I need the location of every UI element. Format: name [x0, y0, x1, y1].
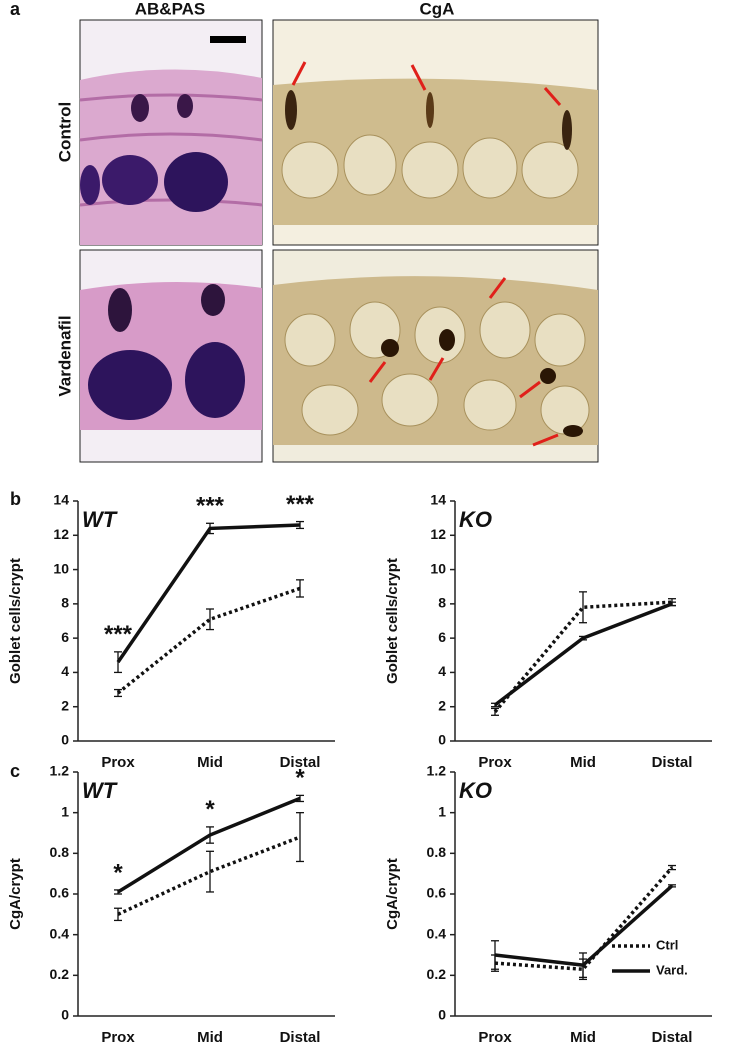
error-bar [114, 889, 122, 895]
y-tick-label: 1 [61, 803, 69, 819]
significance: * [113, 859, 123, 886]
y-tick-label: 0.8 [50, 844, 70, 860]
y-tick-label: 0.4 [427, 925, 447, 941]
error-bar [114, 651, 122, 674]
x-tick-label: Mid [197, 754, 223, 771]
x-tick-label: Distal [652, 1029, 693, 1046]
error-bar [668, 884, 676, 888]
y-tick-label: 14 [53, 492, 69, 508]
micrograph [272, 19, 599, 246]
y-tick-label: 4 [438, 663, 446, 679]
series-line [116, 586, 301, 695]
y-axis-label: Goblet cells/crypt [7, 558, 24, 684]
row-header: Control [55, 102, 74, 162]
significance: * [295, 765, 305, 792]
significance: *** [286, 491, 315, 518]
chart-title: KO [459, 507, 492, 532]
y-tick-label: 1.2 [427, 763, 447, 779]
x-tick-label: Mid [570, 754, 596, 771]
error-bar [491, 702, 499, 708]
significance: * [205, 796, 215, 823]
error-bar [206, 608, 214, 631]
x-tick-label: Prox [478, 1029, 512, 1046]
error-bar [296, 579, 304, 598]
x-tick-label: Distal [652, 754, 693, 771]
x-tick-label: Prox [101, 754, 135, 771]
chart-title: WT [82, 778, 118, 803]
micrograph [79, 249, 263, 463]
y-tick-label: 10 [53, 560, 69, 576]
y-tick-label: 1 [438, 803, 446, 819]
x-tick-label: Distal [280, 754, 321, 771]
significance: *** [104, 621, 133, 648]
y-axis-label: Goblet cells/crypt [384, 558, 401, 684]
micrograph [272, 249, 599, 463]
error-bar [206, 850, 214, 893]
y-axis-label: CgA/crypt [384, 858, 401, 930]
x-tick-label: Distal [280, 1029, 321, 1046]
y-tick-label: 0.2 [50, 966, 70, 982]
y-tick-label: 4 [61, 663, 69, 679]
panel-label: a [10, 0, 21, 19]
column-header: CgA [420, 0, 455, 18]
error-bar [579, 591, 587, 624]
micrograph [79, 19, 263, 246]
chart-title: WT [82, 507, 118, 532]
panel-label: c [10, 761, 20, 781]
error-bar [296, 794, 304, 803]
y-tick-label: 0 [438, 1007, 446, 1023]
error-bar [114, 907, 122, 922]
error-bar [296, 520, 304, 530]
y-tick-label: 0.6 [50, 885, 70, 901]
error-bar [491, 940, 499, 970]
error-bar [668, 864, 676, 871]
y-tick-label: 0 [61, 732, 69, 748]
y-tick-label: 10 [430, 560, 446, 576]
x-tick-label: Mid [197, 1029, 223, 1046]
row-header: Vardenafil [55, 315, 74, 396]
error-bar [491, 707, 499, 716]
error-bar [206, 826, 214, 844]
x-tick-label: Mid [570, 1029, 596, 1046]
error-bar [579, 952, 587, 979]
y-tick-label: 0.2 [427, 966, 447, 982]
error-bar [114, 688, 122, 698]
y-tick-label: 1.2 [50, 763, 70, 779]
y-tick-label: 2 [61, 697, 69, 713]
error-bar [296, 812, 304, 863]
series-line [116, 523, 301, 664]
y-tick-label: 12 [430, 526, 446, 542]
error-bar [206, 522, 214, 535]
panel-label: b [10, 489, 21, 509]
y-tick-label: 6 [438, 629, 446, 645]
error-bar [579, 635, 587, 641]
column-header: AB&PAS [135, 0, 206, 18]
y-tick-label: 6 [61, 629, 69, 645]
error-bar [668, 601, 676, 607]
chart-title: KO [459, 778, 492, 803]
x-tick-label: Prox [101, 1029, 135, 1046]
y-tick-label: 0 [438, 732, 446, 748]
y-axis-label: CgA/crypt [7, 858, 24, 930]
y-tick-label: 0.4 [50, 925, 70, 941]
y-tick-label: 12 [53, 526, 69, 542]
y-tick-label: 0.8 [427, 844, 447, 860]
y-tick-label: 2 [438, 697, 446, 713]
significance: *** [196, 493, 225, 520]
y-tick-label: 14 [430, 492, 446, 508]
legend-label: Ctrl [656, 937, 678, 952]
y-tick-label: 0 [61, 1007, 69, 1023]
x-tick-label: Prox [478, 754, 512, 771]
y-tick-label: 8 [438, 595, 446, 611]
y-tick-label: 0.6 [427, 885, 447, 901]
legend-label: Vard. [656, 962, 688, 977]
y-tick-label: 8 [61, 595, 69, 611]
